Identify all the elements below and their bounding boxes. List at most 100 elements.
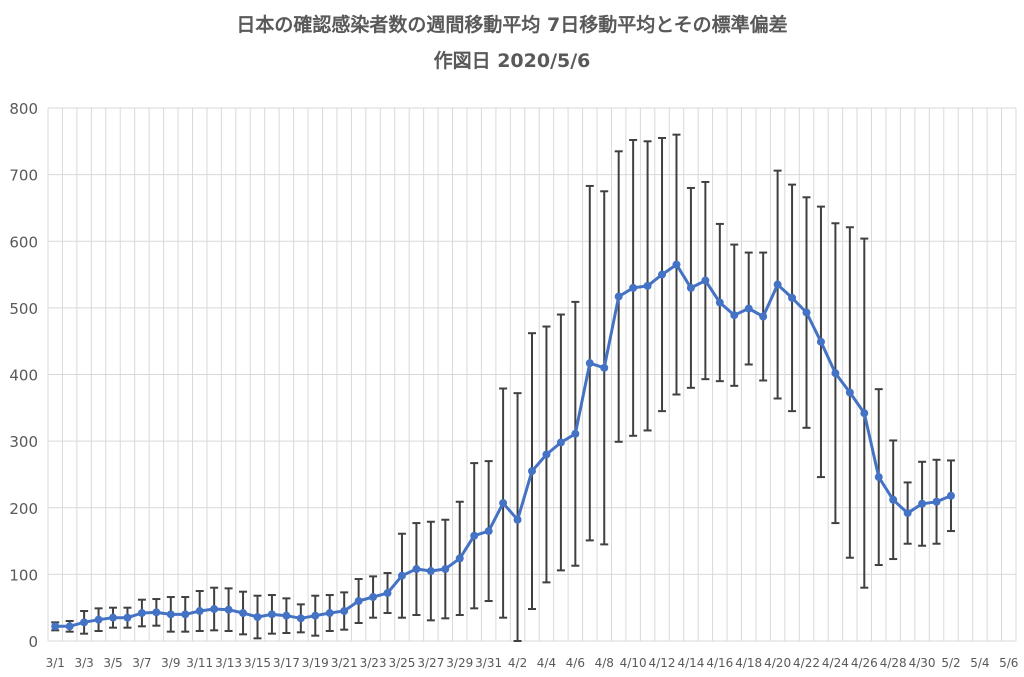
data-point [528, 467, 536, 476]
y-tick-label: 600 [9, 233, 38, 251]
data-point [166, 610, 175, 619]
x-tick-label: 3/23 [360, 656, 387, 670]
x-tick-label: 4/10 [620, 656, 647, 670]
x-tick-label: 3/25 [388, 656, 415, 670]
x-tick-label: 3/17 [273, 656, 300, 670]
x-tick-label: 3/3 [74, 656, 93, 670]
data-point [152, 608, 161, 617]
data-point [412, 565, 421, 574]
data-point [282, 611, 291, 620]
data-point [744, 304, 753, 313]
x-tick-label: 3/19 [302, 656, 329, 670]
data-point [759, 312, 768, 321]
x-tick-label: 4/26 [851, 656, 878, 670]
data-point [181, 610, 190, 619]
data-point [629, 283, 638, 292]
data-point [267, 610, 276, 619]
data-point [426, 567, 435, 576]
x-tick-label: 4/2 [508, 656, 527, 670]
data-point [441, 565, 450, 574]
data-point [600, 363, 609, 372]
data-point [65, 622, 74, 631]
y-tick-label: 0 [28, 633, 38, 651]
data-point [51, 622, 60, 631]
data-point [730, 311, 739, 320]
data-point [845, 388, 854, 397]
data-point [470, 531, 479, 540]
data-point [874, 473, 883, 482]
data-point [94, 615, 103, 624]
data-point [340, 607, 349, 616]
data-point [542, 450, 551, 459]
data-point [224, 605, 233, 614]
data-point [932, 497, 941, 506]
data-point [369, 593, 378, 602]
data-point [715, 298, 724, 307]
data-point [643, 281, 652, 290]
data-point [513, 515, 522, 524]
x-tick-label: 3/9 [161, 656, 180, 670]
x-tick-label: 3/29 [446, 656, 473, 670]
x-tick-label: 4/30 [909, 656, 936, 670]
y-tick-label: 100 [9, 566, 38, 584]
data-point [831, 369, 840, 378]
data-point [455, 554, 464, 563]
x-tick-label: 4/6 [566, 656, 585, 670]
x-tick-label: 3/1 [46, 656, 65, 670]
data-point [253, 613, 262, 622]
data-point [860, 409, 869, 418]
x-tick-label: 4/8 [595, 656, 614, 670]
y-tick-label: 300 [9, 433, 38, 451]
x-tick-label: 5/4 [970, 656, 989, 670]
data-point [210, 605, 219, 614]
data-point [672, 260, 681, 269]
data-point [383, 589, 392, 598]
x-tick-label: 3/21 [331, 656, 358, 670]
data-point [484, 527, 493, 536]
data-point [109, 613, 118, 622]
x-tick-label: 4/12 [649, 656, 676, 670]
chart-subtitle: 作図日 2020/5/6 [433, 50, 591, 72]
x-tick-label: 3/15 [244, 656, 271, 670]
y-tick-label: 200 [9, 500, 38, 518]
x-tick-label: 4/16 [706, 656, 733, 670]
data-point [311, 611, 320, 620]
x-tick-label: 3/5 [103, 656, 122, 670]
data-point [296, 614, 305, 623]
data-point [325, 609, 334, 618]
x-tick-label: 4/18 [735, 656, 762, 670]
data-point [239, 609, 248, 618]
data-point [816, 337, 825, 346]
x-tick-label: 4/20 [764, 656, 791, 670]
y-tick-label: 500 [9, 300, 38, 318]
data-point [773, 280, 782, 289]
x-tick-label: 4/4 [537, 656, 556, 670]
x-tick-label: 4/22 [793, 656, 820, 670]
data-point [903, 509, 912, 518]
data-point [686, 283, 695, 292]
x-tick-label: 5/6 [999, 656, 1018, 670]
y-tick-label: 700 [9, 167, 38, 185]
x-tick-label: 3/13 [215, 656, 242, 670]
data-point [123, 613, 132, 622]
data-point [614, 292, 623, 301]
x-tick-label: 4/14 [677, 656, 704, 670]
x-tick-label: 3/11 [186, 656, 213, 670]
data-point [585, 359, 594, 368]
data-point [802, 308, 811, 317]
data-point [946, 491, 955, 500]
data-point [701, 276, 710, 285]
data-point [556, 438, 565, 447]
x-tick-label: 3/27 [417, 656, 444, 670]
data-point [499, 499, 508, 508]
x-tick-label: 3/31 [475, 656, 502, 670]
data-point [571, 429, 580, 438]
data-point [788, 293, 797, 302]
chart-title: 日本の確認感染者数の週間移動平均 7日移動平均とその標準偏差 [236, 14, 788, 36]
data-point [137, 609, 146, 618]
data-point [80, 618, 89, 627]
x-tick-label: 3/7 [132, 656, 151, 670]
data-point [658, 270, 667, 279]
